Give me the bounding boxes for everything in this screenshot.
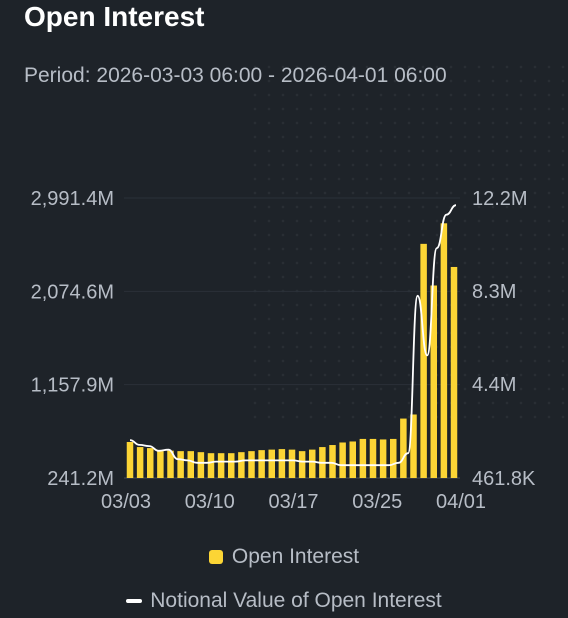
legend-notional-value[interactable]: Notional Value of Open Interest (0, 585, 568, 613)
open-interest-bar[interactable] (177, 451, 184, 478)
right-axis-tick-label: 8.3M (472, 281, 516, 303)
open-interest-bar[interactable] (258, 450, 265, 478)
open-interest-bar[interactable] (268, 449, 276, 478)
open-interest-bar[interactable] (298, 451, 306, 478)
right-axis-tick-label: 4.4M (472, 374, 516, 396)
open-interest-bar[interactable] (248, 451, 255, 478)
open-interest-bar[interactable] (187, 451, 195, 478)
grid-lines (124, 197, 460, 479)
open-interest-bar[interactable] (400, 418, 407, 478)
open-interest-bar[interactable] (420, 243, 427, 478)
left-axis-tick-label: 2,991.4M (31, 188, 114, 210)
right-axis-ticks: 12.2M 8.3M 4.4M 461.8K (472, 188, 536, 490)
x-axis-tick-label: 03/17 (268, 491, 318, 513)
period-range: Period: 2026-03-03 06:00 - 2026-04-01 06… (24, 64, 447, 88)
open-interest-bar[interactable] (278, 449, 286, 478)
open-interest-bar[interactable] (228, 453, 235, 478)
open-interest-bar[interactable] (288, 449, 296, 478)
left-axis-ticks: 2,991.4M 2,074.6M 1,157.9M 241.2M (31, 188, 114, 490)
notional-value-line[interactable] (129, 204, 457, 467)
period-label: Period: (24, 64, 91, 87)
open-interest-bar[interactable] (217, 453, 225, 478)
x-axis-tick-label: 03/03 (101, 491, 151, 513)
open-interest-bar[interactable] (390, 438, 397, 478)
left-axis-tick-label: 1,157.9M (31, 375, 114, 397)
chart-title: Open Interest (24, 1, 205, 32)
open-interest-bar[interactable] (410, 414, 417, 478)
legend-bar-swatch (208, 550, 223, 564)
open-interest-bar[interactable] (349, 441, 357, 478)
open-interest-bar[interactable] (379, 439, 387, 478)
open-interest-bar[interactable] (329, 445, 336, 478)
open-interest-bar[interactable] (430, 285, 438, 478)
legend-open-interest-label: Open Interest (231, 545, 360, 568)
left-axis-tick-label: 241.2M (47, 468, 114, 490)
open-interest-bar[interactable] (197, 452, 205, 478)
x-axis-tick-label: 04/01 (436, 491, 486, 513)
legend-notional-value-label: Notional Value of Open Interest (150, 589, 442, 612)
legend-open-interest[interactable]: Open Interest (0, 545, 568, 570)
open-interest-bar[interactable] (147, 448, 154, 478)
x-axis-ticks: 03/03 03/10 03/17 03/25 04/01 (101, 491, 486, 513)
x-axis-tick-label: 03/10 (185, 491, 235, 513)
open-interest-chart: 2,991.4M 2,074.6M 1,157.9M 241.2M 12.2M 8.3M… (31, 188, 536, 513)
open-interest-bar[interactable] (207, 453, 215, 478)
notional-value-line-group (129, 204, 457, 467)
open-interest-bar[interactable] (157, 451, 164, 478)
open-interest-bar[interactable] (167, 450, 174, 478)
open-interest-bar[interactable] (450, 266, 458, 478)
open-interest-bar[interactable] (309, 449, 316, 478)
legend-line-swatch (126, 599, 143, 603)
open-interest-bar[interactable] (126, 441, 134, 478)
right-axis-tick-label: 12.2M (472, 188, 528, 210)
left-axis-tick-label: 2,074.6M (31, 281, 114, 303)
open-interest-bar[interactable] (369, 438, 377, 478)
period-value: 2026-03-03 06:00 - 2026-04-01 06:00 (96, 64, 447, 87)
x-axis-tick-label: 03/25 (352, 491, 402, 513)
open-interest-bars (126, 223, 458, 478)
open-interest-bar[interactable] (339, 442, 346, 478)
right-axis-tick-label: 461.8K (472, 468, 536, 490)
open-interest-bar[interactable] (359, 438, 367, 478)
open-interest-bar[interactable] (440, 223, 448, 478)
open-interest-bar[interactable] (238, 452, 245, 478)
open-interest-bar[interactable] (136, 447, 144, 478)
